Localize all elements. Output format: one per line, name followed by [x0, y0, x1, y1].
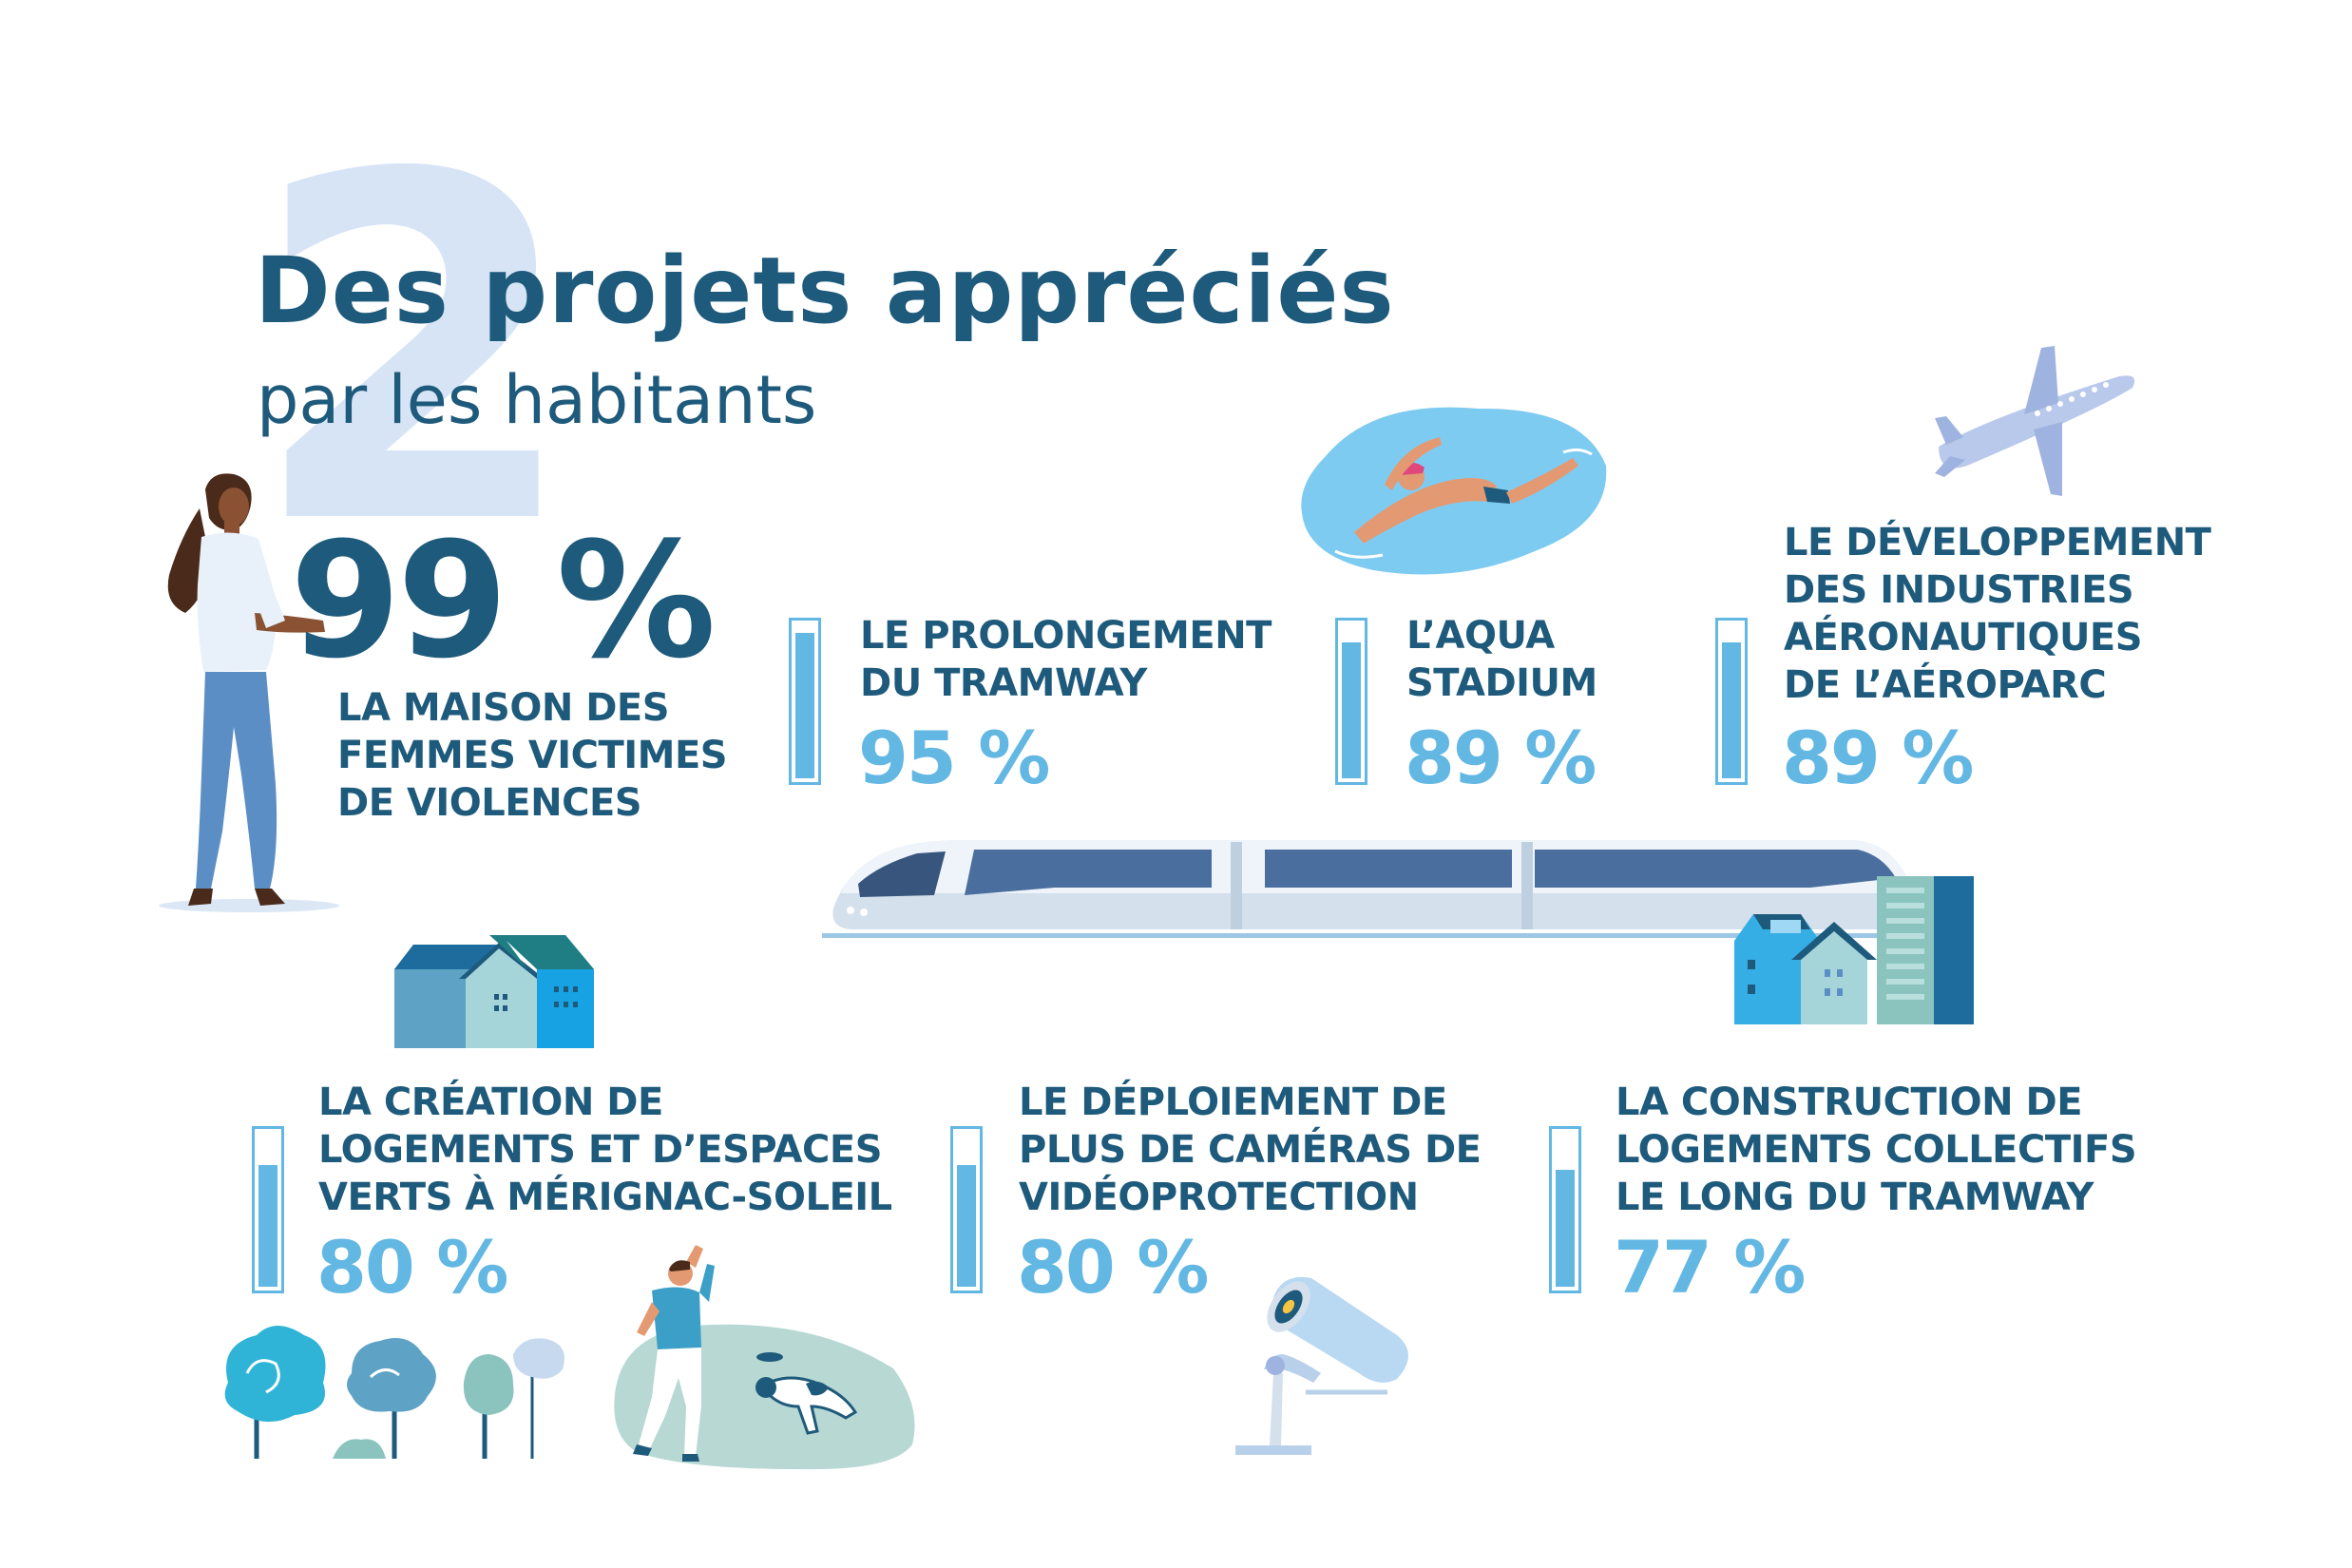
page-subtitle: par les habitants	[257, 361, 817, 439]
camera-illustration	[1235, 1276, 1408, 1455]
stat-label-videoprotection: LE DÉPLOIEMENT DE PLUS DE CAMÉRAS DE VID…	[1019, 1080, 1482, 1219]
buildings-illustration	[1734, 876, 1974, 1024]
gauge-fill-merignac-soleil	[258, 1165, 277, 1287]
swimmer-illustration	[1301, 407, 1607, 575]
woman-illustration	[159, 473, 339, 912]
gauge-merignac-soleil	[252, 1126, 284, 1293]
stat-label-maison-femmes: LA MAISON DES FEMMES VICTIMES DE VIOLENC…	[337, 686, 728, 825]
stat-percent-logements-collectifs: 77 %	[1614, 1225, 1806, 1310]
stat-percent-merignac-soleil: 80 %	[316, 1225, 508, 1310]
gauge-videoprotection	[950, 1126, 983, 1293]
stat-percent-tramway: 95 %	[858, 716, 1050, 800]
airplane-illustration	[1935, 346, 2135, 496]
gauge-logements-collectifs	[1549, 1126, 1581, 1293]
man-with-dog-illustration	[614, 1245, 915, 1470]
stat-label-aeroparc: LE DÉVELOPPEMENT DES INDUSTRIES AÉRONAUT…	[1784, 521, 2211, 707]
gauge-fill-videoprotection	[957, 1165, 976, 1287]
gauge-aqua-stadium	[1335, 618, 1367, 785]
stat-label-logements-collectifs: LA CONSTRUCTION DE LOGEMENTS COLLECTIFS …	[1616, 1080, 2137, 1219]
houses-illustration	[394, 935, 594, 1048]
stat-percent-aqua-stadium: 89 %	[1405, 716, 1597, 800]
stat-percent-maison-femmes: 99 %	[290, 507, 717, 694]
page-title: Des projets appréciés	[255, 238, 1395, 344]
gauge-fill-aeroparc	[1722, 641, 1741, 778]
tram-illustration	[822, 840, 1915, 938]
gauge-fill-tramway	[795, 632, 814, 778]
stat-percent-videoprotection: 80 %	[1017, 1225, 1209, 1310]
gauge-aeroparc	[1715, 618, 1748, 785]
stat-percent-aeroparc: 89 %	[1782, 716, 1974, 800]
stat-label-merignac-soleil: LA CRÉATION DE LOGEMENTS ET D’ESPACES VE…	[318, 1080, 892, 1219]
gauge-tramway	[789, 618, 821, 785]
gauge-fill-aqua-stadium	[1342, 641, 1361, 778]
big-number-two: 2	[249, 75, 580, 628]
trees-illustration	[224, 1326, 564, 1459]
stat-label-aqua-stadium: L’AQUA STADIUM	[1406, 614, 1597, 705]
stat-label-tramway: LE PROLONGEMENT DU TRAMWAY	[860, 614, 1272, 705]
gauge-fill-logements-collectifs	[1556, 1170, 1575, 1287]
